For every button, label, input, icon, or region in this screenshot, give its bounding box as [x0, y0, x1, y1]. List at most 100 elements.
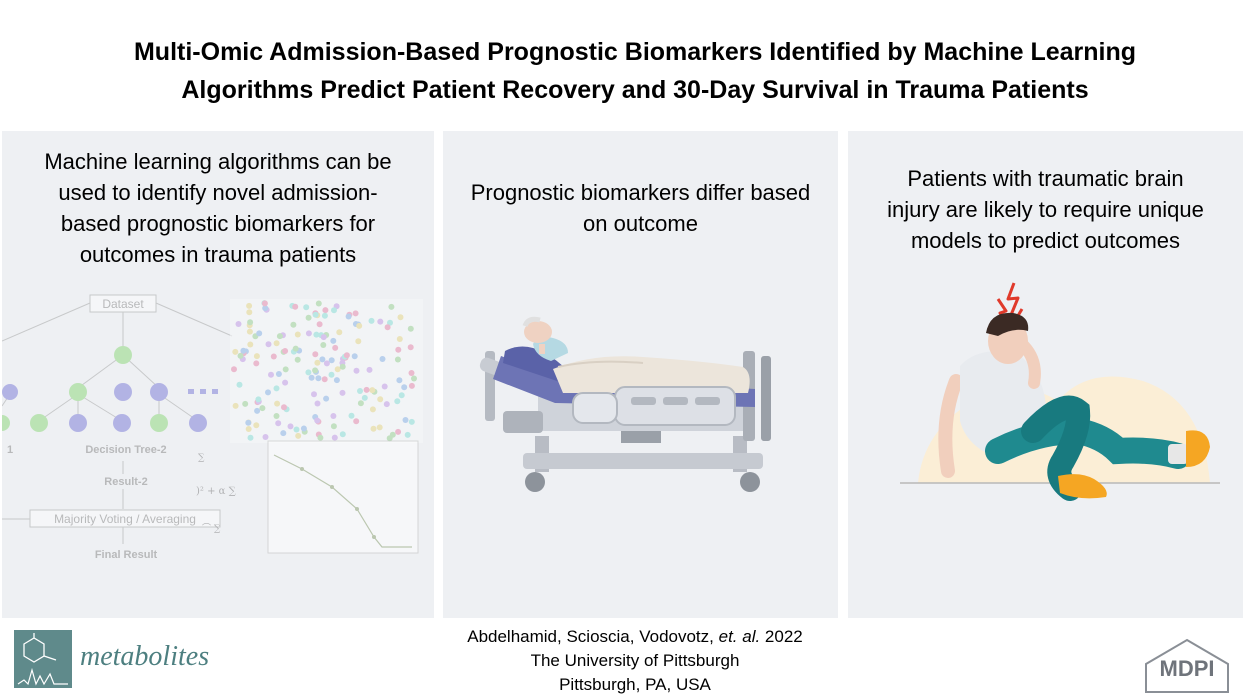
- scatter-dot: [387, 319, 393, 326]
- scatter-dot: [381, 383, 388, 390]
- scatter-dot: [305, 369, 312, 376]
- scatter-dot: [348, 412, 355, 419]
- svg-text:⌒ ∑: ⌒ ∑: [202, 523, 221, 534]
- scatter-dot: [339, 389, 346, 396]
- scatter-dot: [355, 338, 362, 345]
- scatter-dot: [253, 360, 260, 367]
- scatter-dot: [273, 385, 280, 392]
- scatter-dot: [247, 434, 254, 441]
- title-line-1: Multi-Omic Admission-Based Prognostic Bi…: [133, 38, 1137, 66]
- scatter-dot: [308, 374, 315, 381]
- scatter-dot: [290, 321, 297, 328]
- scatter-dot: [245, 426, 252, 432]
- publisher-logo: MDPI: [1145, 638, 1229, 693]
- panel-2-line-1: Prognostic biomarkers differ based: [470, 180, 811, 205]
- citation-authors-prefix: Abdelhamid, Scioscia, Vodovotz,: [467, 627, 719, 646]
- scatter-dot: [330, 337, 337, 344]
- scatter-dot: [323, 395, 330, 402]
- panel-3-line-2: injury are likely to require unique: [887, 197, 1204, 222]
- diagram-tree-left-label: 1: [7, 444, 13, 456]
- diagram-voting-label: Majority Voting / Averaging: [54, 512, 196, 526]
- scatter-dot: [287, 423, 294, 430]
- scatter-dot: [305, 330, 312, 337]
- scatter-dot: [407, 344, 414, 351]
- citation-institution: The University of Pittsburgh: [530, 651, 740, 670]
- scatter-dot: [376, 424, 383, 431]
- panel-2-text: Prognostic biomarkers differ based on ou…: [443, 177, 838, 239]
- scatter-dot: [245, 419, 252, 426]
- scatter-dot: [398, 392, 405, 399]
- scatter-dot: [394, 398, 401, 405]
- molecule-icon: [17, 633, 68, 686]
- scatter-dot: [256, 330, 263, 337]
- panel-3-line-3: models to predict outcomes: [910, 228, 1181, 253]
- scatter-dot: [293, 426, 300, 433]
- scatter-dot: [395, 428, 402, 435]
- scatter-dot: [402, 417, 409, 423]
- scatter-dot: [274, 400, 281, 407]
- scatter-dot: [292, 303, 299, 310]
- scatter-dot: [246, 328, 253, 335]
- panel-1-line-1: Machine learning algorithms can be: [44, 149, 392, 174]
- scatter-dot: [232, 402, 239, 409]
- scatter-dot: [334, 366, 341, 373]
- scatter-dot: [356, 322, 363, 329]
- scatter-dot: [262, 305, 269, 312]
- scatter-dot: [396, 377, 403, 384]
- scatter-dot: [276, 333, 283, 340]
- diagram-dataset-label: Dataset: [102, 297, 144, 311]
- scatter-dot: [305, 314, 312, 321]
- scatter-dot: [401, 384, 408, 391]
- scatter-dot: [315, 375, 322, 382]
- scatter-dot: [397, 314, 404, 321]
- scatter-dot: [314, 417, 321, 424]
- random-forest-diagram: Dataset 1 Dec: [2, 294, 423, 561]
- scatter-dot: [388, 303, 395, 310]
- scatter-dot: [237, 352, 244, 359]
- scatter-dot: [404, 431, 411, 438]
- scatter-dot: [328, 371, 335, 378]
- scatter-dot: [366, 366, 373, 373]
- panel-biomarkers: Prognostic biomarkers differ based on ou…: [443, 131, 838, 618]
- scatter-dot: [268, 371, 274, 378]
- scatter-dot: [343, 352, 350, 359]
- scatter-dot: [357, 400, 364, 407]
- scatter-dot: [280, 430, 287, 437]
- scatter-dot: [407, 325, 414, 332]
- scatter-dot: [351, 353, 358, 360]
- journal-logo: [14, 630, 72, 688]
- scatter-dot: [369, 406, 376, 413]
- scatter-dot: [314, 359, 321, 366]
- scatter-dot: [300, 425, 307, 432]
- scatter-dot: [265, 389, 271, 396]
- scatter-dot: [369, 387, 376, 394]
- citation-year: 2022: [760, 627, 803, 646]
- scatter-dot: [295, 432, 302, 439]
- scatter-dot: [311, 391, 317, 398]
- svg-text:∑: ∑: [198, 453, 205, 463]
- panel-1-line-4: outcomes in trauma patients: [79, 242, 357, 267]
- scatter-dot: [323, 360, 330, 367]
- scatter-dot: [236, 381, 243, 388]
- scatter-dot: [333, 377, 340, 384]
- scatter-dot: [321, 312, 328, 319]
- scatter-dot: [246, 302, 253, 309]
- panel-traumatic-brain-injury: Patients with traumatic brain injury are…: [848, 131, 1243, 618]
- citation: Abdelhamid, Scioscia, Vodovotz, et. al. …: [400, 625, 870, 697]
- scatter-dot: [396, 336, 403, 342]
- scatter-dot: [270, 353, 277, 360]
- scatter-dot: [246, 309, 253, 316]
- scatter-dot: [317, 434, 324, 441]
- scatter-dot: [377, 318, 384, 325]
- scatter-dot: [313, 331, 320, 338]
- scatter-dot: [259, 405, 266, 412]
- scatter-dot: [395, 346, 402, 353]
- scatter-dot: [282, 348, 289, 354]
- main-title: Multi-Omic Admission-Based Prognostic Bi…: [60, 33, 1210, 109]
- hospital-bed-illustration: [479, 316, 771, 492]
- scatter-dot: [357, 388, 363, 394]
- scatter-dot: [386, 435, 393, 442]
- diagram-tree-label: Decision Tree-2: [85, 444, 166, 456]
- panel-3-text: Patients with traumatic brain injury are…: [848, 163, 1243, 256]
- scatter-dot: [314, 400, 321, 407]
